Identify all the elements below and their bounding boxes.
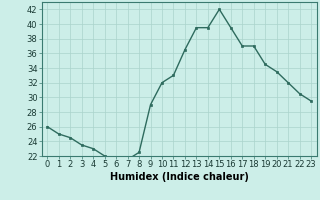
X-axis label: Humidex (Indice chaleur): Humidex (Indice chaleur) xyxy=(110,172,249,182)
